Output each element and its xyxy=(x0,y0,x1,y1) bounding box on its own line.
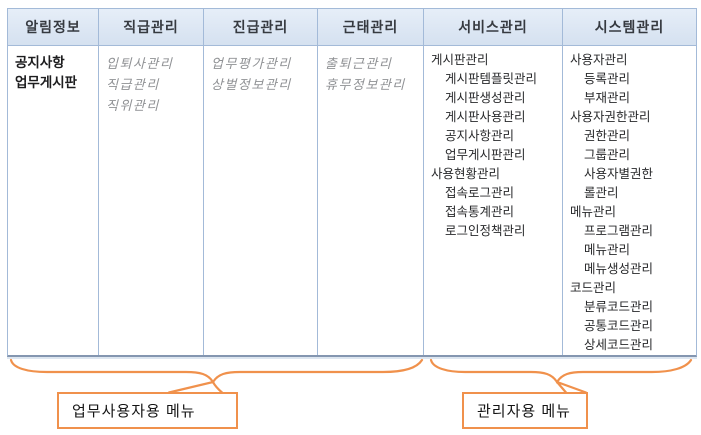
admin-menu-label-text: 관리자용 메뉴 xyxy=(477,403,571,420)
menu-item: 사용현황관리 xyxy=(431,167,501,181)
left-brace xyxy=(9,358,424,385)
menu-item: 휴무정보관리 xyxy=(325,77,406,92)
menu-item: 직급관리 xyxy=(106,77,160,92)
menu-item: 공지사항관리 xyxy=(445,129,515,143)
menu-table: 알림정보 공지사항 업무게시판 직급관리 입퇴사관리 직급관리 직위관리 진급관리 업무평가관리… xyxy=(7,8,697,357)
menu-item: 업무평가관리 xyxy=(211,56,292,71)
right-brace-pointer xyxy=(555,380,588,394)
column-header-system-mgmt: 시스템관리 xyxy=(563,9,696,46)
menu-item: 코드관리 xyxy=(570,281,617,295)
menu-item: 접속로그관리 xyxy=(445,186,515,200)
column-position-mgmt: 직급관리 입퇴사관리 직급관리 직위관리 xyxy=(99,9,204,355)
menu-item: 메뉴생성관리 xyxy=(584,262,654,276)
column-header-attendance-mgmt: 근태관리 xyxy=(318,9,423,46)
column-header-position-mgmt: 직급관리 xyxy=(99,9,203,46)
admin-menu-label: 관리자용 메뉴 xyxy=(462,392,588,429)
group-braces xyxy=(9,358,693,394)
menu-item: 업무게시판 xyxy=(15,75,78,90)
business-user-menu-label-text: 업무사용자용 메뉴 xyxy=(72,403,196,420)
left-brace-pointer xyxy=(167,380,224,394)
business-user-menu-label: 업무사용자용 메뉴 xyxy=(57,392,238,429)
menu-item: 메뉴관리 xyxy=(570,205,617,219)
menu-item: 게시판사용관리 xyxy=(445,110,526,124)
menu-item: 롤관리 xyxy=(584,186,619,200)
menu-item: 게시판템플릿관리 xyxy=(445,72,538,86)
menu-item: 분류코드관리 xyxy=(584,300,654,314)
menu-item: 프로그램관리 xyxy=(584,224,654,238)
menu-item: 접속통계관리 xyxy=(445,205,515,219)
menu-item: 공지사항 xyxy=(15,55,65,70)
menu-item: 업무게시판관리 xyxy=(445,148,526,162)
column-header-service-mgmt: 서비스관리 xyxy=(424,9,562,46)
menu-item: 직위관리 xyxy=(106,98,160,113)
menu-item: 권한관리 xyxy=(584,129,631,143)
menu-item: 상벌정보관리 xyxy=(211,77,292,92)
column-header-promotion-mgmt: 진급관리 xyxy=(204,9,317,46)
menu-item: 메뉴관리 xyxy=(584,243,631,257)
menu-item: 로그인정책관리 xyxy=(445,224,526,238)
menu-item: 부재관리 xyxy=(584,91,631,105)
menu-item: 출퇴근관리 xyxy=(325,56,393,71)
column-header-notice-info: 알림정보 xyxy=(8,9,98,46)
menu-item: 그룹관리 xyxy=(584,148,631,162)
menu-item: 게시판관리 xyxy=(431,53,489,67)
menu-item: 입퇴사관리 xyxy=(106,56,174,71)
menu-item: 사용자별권한 xyxy=(584,167,654,181)
menu-item: 상세코드관리 xyxy=(584,338,654,352)
menu-item: 사용자관리 xyxy=(570,53,628,67)
menu-item: 게시판생성관리 xyxy=(445,91,526,105)
menu-item: 사용자권한관리 xyxy=(570,110,651,124)
right-brace xyxy=(429,358,693,385)
menu-item: 공통코드관리 xyxy=(584,319,654,333)
menu-item: 등록관리 xyxy=(584,72,631,86)
